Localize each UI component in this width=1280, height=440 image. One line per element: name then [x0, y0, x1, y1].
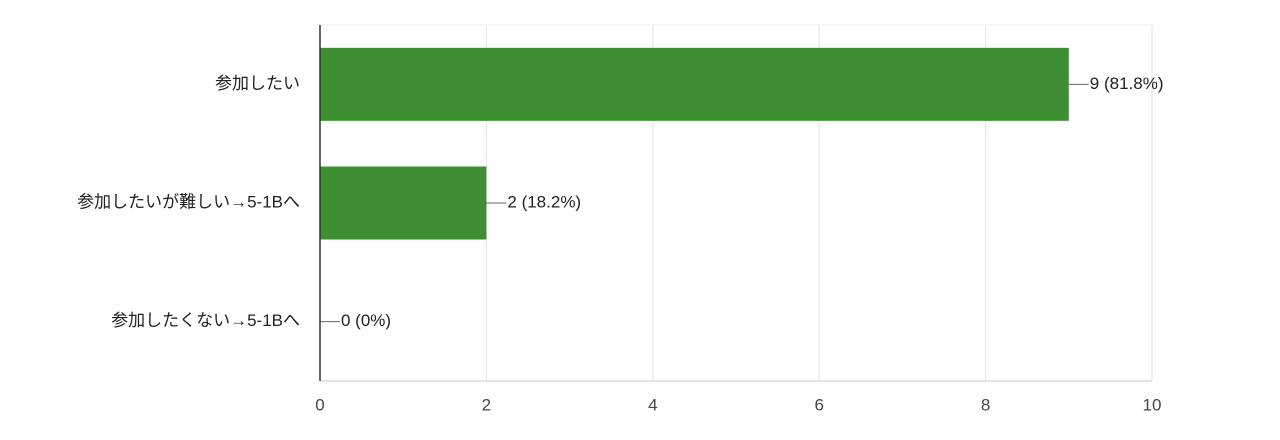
y-tick-label: 参加したくない→5-1Bへ [111, 311, 300, 330]
x-tick-label: 4 [648, 395, 657, 414]
x-tick-label: 2 [482, 395, 491, 414]
x-tick-label: 0 [315, 395, 324, 414]
bar [320, 166, 487, 240]
bar [320, 47, 1069, 121]
y-tick-label: 参加したいが難しい→5-1Bへ [77, 192, 300, 211]
value-label: 0 (0%) [341, 311, 391, 330]
x-tick-label: 6 [814, 395, 823, 414]
y-tick-label: 参加したい [215, 74, 300, 93]
value-label: 9 (81.8%) [1090, 74, 1164, 93]
value-label: 2 (18.2%) [507, 192, 581, 211]
x-tick-label: 8 [981, 395, 990, 414]
x-tick-label: 10 [1143, 395, 1162, 414]
